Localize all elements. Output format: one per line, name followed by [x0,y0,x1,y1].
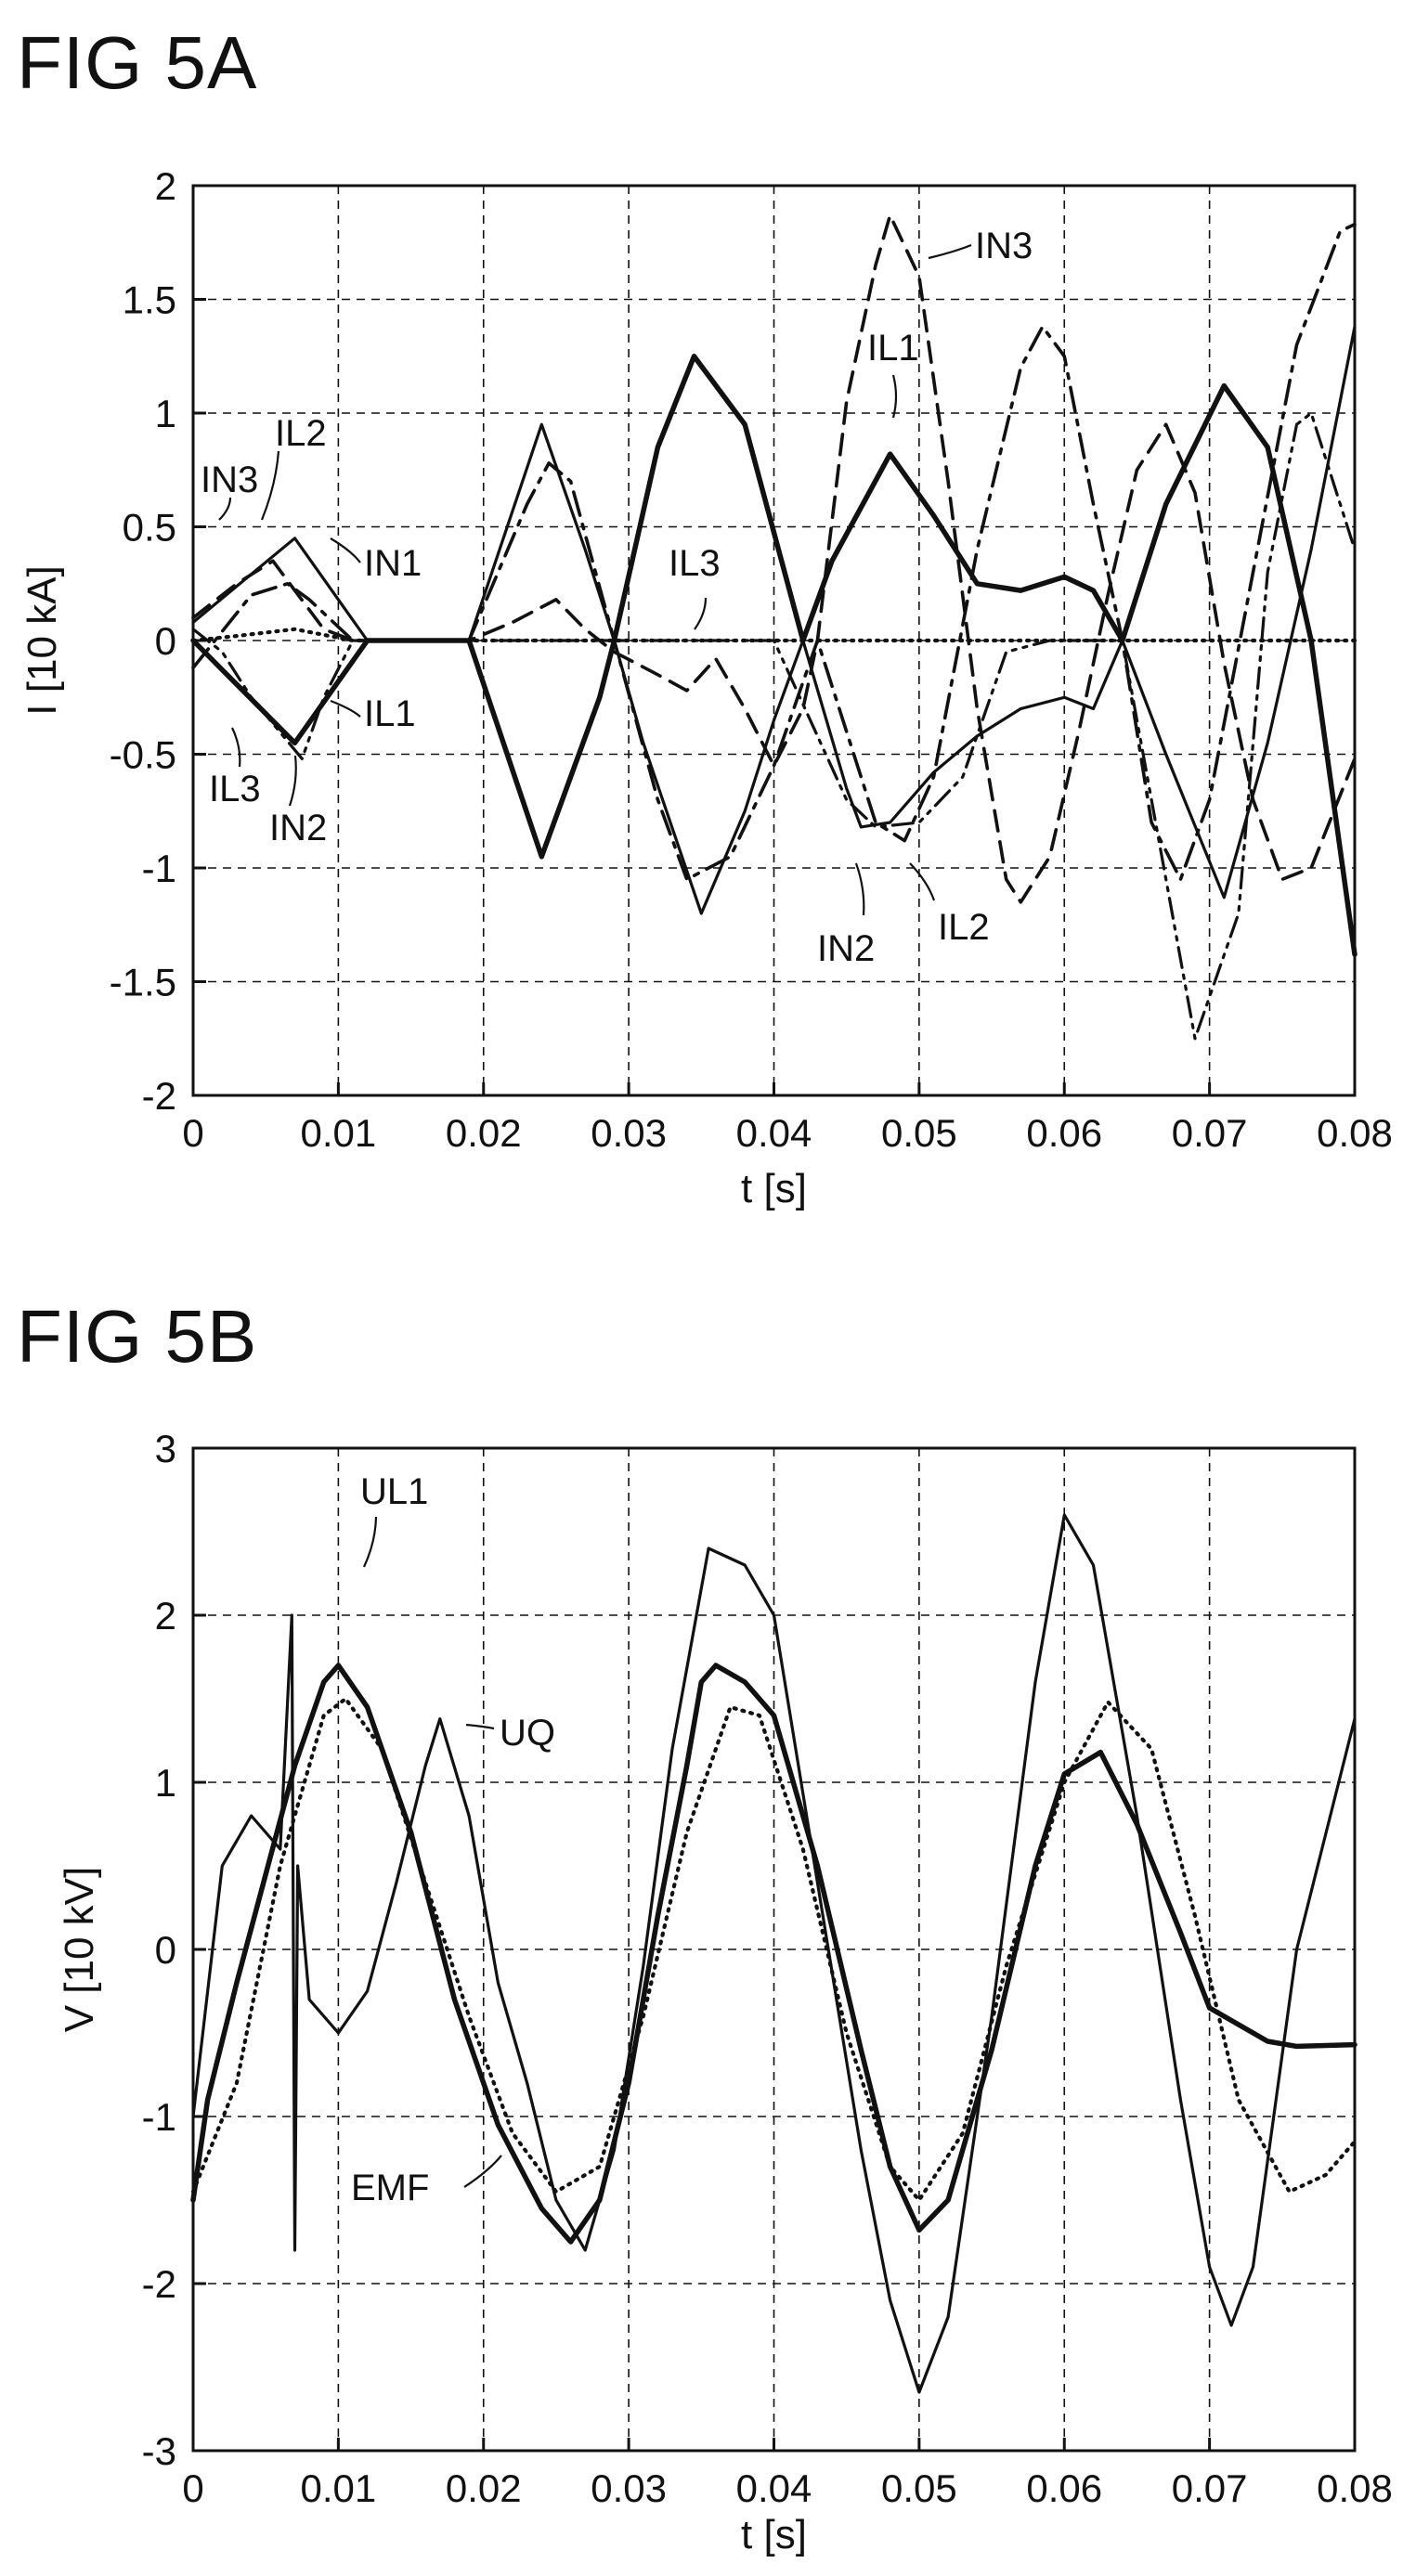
annotation-label-il2: IL2 [938,907,990,948]
y-tick-label: 0.5 [123,506,176,550]
x-tick-label: 0.08 [1317,1111,1393,1155]
annotation-leader [363,1516,378,1568]
annotation-label-in3: IN3 [201,460,258,500]
y-tick-label: -2 [142,2262,176,2306]
x-tick-label: 0.05 [881,1111,957,1155]
y-tick-label: -1.5 [110,961,176,1004]
x-tick-label: 0.04 [736,1111,812,1155]
x-tick-label: 0.07 [1172,2466,1248,2510]
annotation-leader [891,374,898,419]
series-uq-line [191,1513,1357,2394]
y-tick-label: -1 [142,847,176,890]
y-tick-label: 1 [155,1761,176,1805]
figure-5a-title: FIG 5A [17,21,258,104]
figure-5a-chart: 0 0.01 0.02 0.03 0.04 0.05 0.06 0.07 0.08 2 1.5 1 0.… [19,164,1393,1211]
plot-frame [191,1446,1357,2453]
x-tick-label: 0.01 [301,1111,377,1155]
x-tick-label: 0.03 [591,2466,667,2510]
annotation-leader [909,862,936,901]
annotation-leader [260,450,280,521]
x-tick-label: 0.07 [1172,1111,1248,1155]
annotation-label-il1: IL1 [364,693,416,734]
y-tick-label: 0 [155,1928,176,1972]
series-in2-line [191,411,1357,1041]
x-axis-label: t [s] [741,2512,807,2557]
y-tick-label: 3 [155,1427,176,1470]
x-tick-label: 0.06 [1026,2466,1102,2510]
figure-5b-chart: 0 0.01 0.02 0.03 0.04 0.05 0.06 0.07 0.08 3 2 1 0 -1 -… [57,1427,1393,2557]
annotation-leader [463,2155,502,2188]
annotation-label-il1: IL1 [867,328,919,369]
series-emf-line [190,1696,1358,2203]
x-tick-label: 0.03 [591,1111,667,1155]
annotation-leader [465,1723,495,1730]
annotation-leader [694,597,708,630]
x-tick-label: 0.04 [736,2466,812,2510]
series-il1-line [190,354,1358,957]
annotation-label-emf: EMF [351,2168,429,2208]
x-tick-label: 0 [182,1111,203,1155]
series-il3-line [190,627,1358,643]
y-tick-label: 2 [155,1594,176,1638]
x-tick-label: 0.02 [446,1111,522,1155]
x-tick-label: 0.01 [301,2466,377,2510]
annotation-label-il3: IL3 [669,543,721,584]
y-tick-label: 2 [155,164,176,208]
annotation-leader [928,243,972,260]
annotation-label-in2: IN2 [817,928,875,969]
y-tick-label: -0.5 [110,733,176,777]
annotation-label-uq: UQ [500,1713,555,1754]
figure-5b-title: FIG 5B [17,1295,258,1378]
plot-frame [191,184,1357,1097]
annotation-label-ul1: UL1 [360,1471,428,1512]
annotation-label-in2: IN2 [269,808,327,848]
annotation-leader [231,727,241,768]
y-tick-label: -1 [142,2095,176,2139]
annotation-leader [330,537,361,563]
y-tick-label: 1.5 [123,278,176,322]
y-tick-label: 0 [155,619,176,663]
x-tick-label: 0.05 [881,2466,957,2510]
annotation-leader [330,699,361,718]
y-tick-label: -3 [142,2429,176,2473]
x-tick-label: 0 [182,2466,203,2510]
y-tick-label: 1 [155,392,176,435]
x-axis-label: t [s] [741,1166,807,1211]
x-tick-label: 0.06 [1026,1111,1102,1155]
x-tick-label: 0.08 [1317,2466,1393,2510]
annotation-leader [288,755,297,807]
annotation-label-il3: IL3 [209,769,261,809]
y-axis-label: I [10 kA] [19,565,65,715]
annotation-label-in3: IN3 [975,226,1033,266]
x-tick-label: 0.02 [446,2466,522,2510]
annotation-leader [218,497,232,521]
y-axis-label: V [10 kV] [57,1867,102,2033]
annotation-leader [854,862,865,916]
annotation-label-il2: IL2 [275,413,327,454]
y-tick-label: -2 [142,1074,176,1118]
annotation-label-in1: IN1 [364,543,422,584]
